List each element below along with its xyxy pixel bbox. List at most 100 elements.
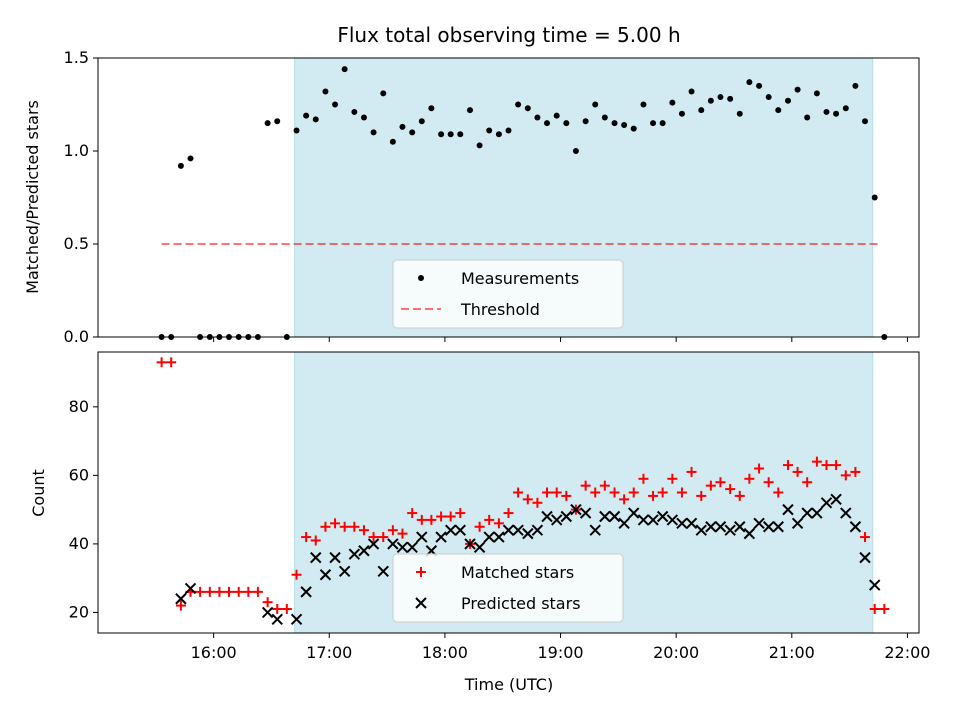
predicted-star-marker (608, 510, 621, 523)
matched-star-marker (879, 604, 890, 615)
matched-star-marker (301, 532, 312, 543)
y-tick-label: 60 (69, 465, 89, 484)
top-y-axis-label: Matched/Predicted stars (23, 100, 42, 294)
x-b (290, 613, 303, 625)
measurement-point (399, 123, 406, 130)
x-b (415, 597, 427, 609)
measurement-point (804, 114, 811, 121)
measurement-point (659, 120, 666, 127)
matched-star-marker (850, 466, 861, 477)
series-measurements (158, 66, 888, 340)
x-b (820, 497, 833, 509)
measurement-point (794, 86, 801, 93)
matched-star-marker (281, 604, 292, 615)
x-b (782, 503, 794, 516)
measurement-point (322, 88, 329, 95)
measurement-point (312, 116, 319, 123)
matched-star-marker (233, 586, 244, 597)
measurement-point (784, 97, 791, 104)
bottom-x-axis-label: Time (UTC) (464, 675, 553, 694)
predicted-star-marker (579, 507, 592, 519)
measurement-point (360, 114, 367, 121)
predicted-star-marker (656, 510, 669, 523)
predicted-star-marker (493, 531, 505, 543)
measurement-point (418, 118, 425, 125)
x-tick-label: 18:00 (422, 643, 468, 662)
measurement-point (765, 94, 772, 101)
predicted-star-marker (830, 493, 842, 506)
matched-star-marker (272, 604, 283, 615)
legend-label: Predicted stars (461, 594, 581, 613)
measurement-point (177, 162, 184, 169)
top-panel: Flux total observing time = 5.00 h 0.00.… (23, 23, 920, 346)
legend-dot-icon (418, 275, 424, 281)
measurement-point (534, 114, 541, 121)
matched-star-marker (532, 497, 543, 508)
matched-star-marker (831, 460, 842, 471)
matched-star-marker (262, 597, 273, 608)
x-b (387, 538, 399, 550)
matched-star-marker (339, 521, 350, 532)
predicted-star-marker (820, 497, 833, 509)
x-b (396, 541, 409, 554)
measurement-point (553, 112, 560, 119)
matched-star-marker (638, 473, 649, 484)
matched-star-marker (320, 521, 331, 532)
predicted-star-marker (464, 538, 476, 550)
matched-star-marker (725, 484, 736, 495)
x-b (310, 551, 322, 564)
matched-star-marker (619, 494, 630, 505)
measurement-point (746, 79, 753, 86)
legend-label: Threshold (460, 300, 540, 319)
predicted-star-marker (734, 521, 746, 533)
matched-star-marker (484, 514, 495, 525)
axes-frame (97, 351, 920, 634)
predicted-star-marker (782, 503, 794, 516)
x-tick-label: 20:00 (653, 643, 699, 662)
predicted-star-marker (618, 517, 630, 530)
matched-star-marker (763, 477, 774, 488)
matched-star-marker (416, 514, 427, 525)
matched-star-marker (734, 490, 745, 501)
x-b (348, 548, 361, 560)
matched-star-marker (599, 480, 610, 491)
predicted-star-marker (367, 538, 380, 550)
x-b (714, 521, 727, 533)
predicted-star-marker (685, 517, 698, 530)
measurement-point (466, 107, 473, 114)
matched-star-marker (715, 477, 726, 488)
predicted-star-marker (743, 527, 756, 540)
x-b (522, 527, 534, 540)
predicted-star-marker (175, 593, 187, 605)
predicted-star-marker (387, 538, 399, 550)
measurement-point (572, 148, 579, 154)
x-b (358, 545, 370, 557)
x-b (512, 524, 524, 536)
legend-box (392, 553, 624, 623)
x-b (743, 527, 756, 540)
matched-star-marker (648, 490, 659, 501)
matched-star-marker (474, 521, 485, 532)
predicted-star-marker (695, 524, 707, 536)
x-tick-label: 17:00 (306, 643, 352, 662)
predicted-star-marker (377, 565, 389, 578)
matched-star-marker (378, 532, 389, 543)
matched-star-marker (204, 586, 215, 597)
legend-box (392, 259, 624, 329)
predicted-star-marker (791, 517, 804, 530)
y-tick-label: 0.5 (64, 234, 89, 253)
top-chart-title: Flux total observing time = 5.00 h (337, 23, 680, 47)
matched-star-marker (175, 600, 186, 611)
matched-star-marker (840, 470, 851, 481)
x-tick-label: 22:00 (884, 643, 930, 662)
measurement-point (813, 90, 820, 97)
measurement-point (332, 101, 339, 108)
x-b (762, 521, 775, 533)
matched-star-marker (310, 535, 321, 546)
matched-star-marker (705, 480, 716, 491)
measurement-point (756, 82, 763, 89)
predicted-star-marker (435, 531, 447, 543)
measurement-point (303, 112, 310, 119)
matched-star-marker (349, 521, 360, 532)
y-tick-label: 1.0 (64, 141, 89, 160)
